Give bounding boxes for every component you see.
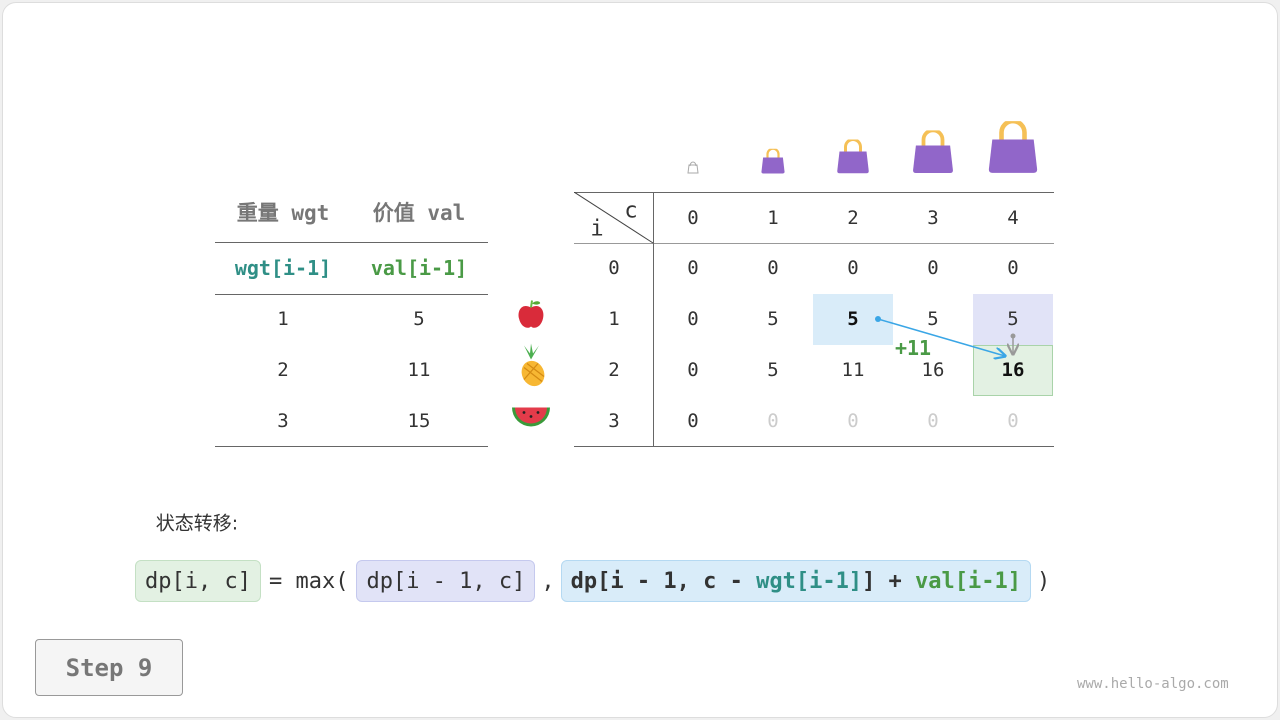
capacity-header: 3 [927,207,939,229]
item-cell: 1 [277,308,289,330]
dp-cell: 0 [687,308,699,330]
dp-cell: 0 [847,410,859,432]
step-button[interactable]: Step 9 [35,639,183,696]
bag-icon [985,118,1040,178]
formula-close: ) [1037,568,1051,594]
dp-cell: 0 [687,359,699,381]
dp-cell: 0 [767,257,779,279]
formula-max: = max( [268,568,349,594]
column-header: 价值 val [372,201,466,225]
dp-cell: 16 [1001,359,1025,381]
row-label: 3 [608,410,620,432]
dp-cell: 0 [767,410,779,432]
formula-wgt: wgt[i-1] [756,569,863,594]
item-cell: 11 [407,359,431,381]
dp-cell: 5 [927,308,939,330]
formula-val: val[i-1] [915,569,1022,594]
corner-diagonal [573,191,654,248]
formula-take-b: ] + [862,569,916,594]
dp-cell: 0 [927,257,939,279]
table-rule [574,192,1054,193]
formula-skip: dp[i - 1, c] [356,560,536,602]
dp-cell: 0 [847,257,859,279]
dp-cell: 0 [687,410,699,432]
dp-cell: 5 [1007,308,1019,330]
column-header: 重量 wgt [236,201,330,225]
column-subheader: val[i-1] [370,256,468,280]
apple-icon [516,299,546,336]
dp-cell: 0 [687,257,699,279]
column-subheader: wgt[i-1] [234,256,332,280]
item-cell: 2 [277,359,289,381]
dp-cell: 16 [921,359,945,381]
watermelon-icon [510,402,552,437]
formula-take: dp[i - 1, c - wgt[i-1]] + val[i-1] [560,560,1032,602]
row-label: 0 [608,257,620,279]
corner-c: c [624,198,638,224]
bag-icon [835,138,871,179]
table-rule [215,294,488,295]
bag-icon [910,128,956,178]
transition-label: 状态转移: [155,512,239,535]
table-rule [574,243,1054,244]
item-cell: 15 [407,410,431,432]
bag-icon [685,158,701,178]
dp-cell: 5 [847,308,859,330]
dp-cell: 0 [1007,410,1019,432]
row-label: 1 [608,308,620,330]
table-divider [653,192,654,446]
dp-cell: 5 [767,359,779,381]
item-cell: 5 [413,308,425,330]
corner-i: i [590,216,604,242]
capacity-header: 4 [1007,207,1019,229]
table-rule [215,242,488,243]
value-annotation: +11 [894,336,932,360]
item-cell: 3 [277,410,289,432]
pineapple-icon [514,343,548,393]
formula-comma: , [541,568,555,594]
formula-take-a: dp[i - 1, c - [570,569,757,594]
bag-icon [760,147,786,178]
table-rule [574,446,1054,447]
dp-cell: 0 [1007,257,1019,279]
transition-formula: dp[i, c] = max( dp[i - 1, c] , dp[i - 1,… [135,560,1050,602]
dp-cell: 11 [841,359,865,381]
dp-cell: 5 [767,308,779,330]
dp-cell: 0 [927,410,939,432]
row-label: 2 [608,359,620,381]
watermark: www.hello-algo.com [1077,676,1229,692]
capacity-header: 0 [687,207,699,229]
take-arrow [877,318,1005,356]
table-rule [215,446,488,447]
formula-lhs: dp[i, c] [135,560,261,602]
capacity-header: 1 [767,207,779,229]
capacity-header: 2 [847,207,859,229]
